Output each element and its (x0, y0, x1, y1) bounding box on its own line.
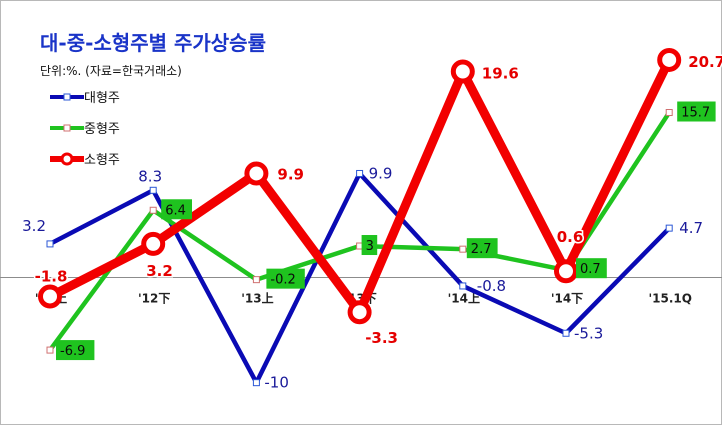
chart-title: 대-중-소형주별 주가상승률 (40, 31, 266, 55)
legend-marker (63, 124, 71, 132)
data-label-large-cap: -0.8 (477, 277, 506, 295)
data-label-box-mid-cap (266, 268, 305, 289)
point-marker-mid-cap (665, 109, 673, 117)
legend-label: 대형주 (84, 91, 120, 106)
data-label-box-mid-cap (361, 235, 378, 256)
point-marker-small-cap (554, 259, 578, 284)
data-label-mid-cap: 6.4 (165, 203, 186, 218)
data-label-mid-cap: 0.7 (580, 262, 601, 277)
data-label-box-mid-cap (466, 238, 498, 259)
point-marker-mid-cap (149, 206, 157, 214)
legend-marker (60, 152, 74, 166)
data-label-large-cap: 3.2 (22, 217, 46, 235)
data-label-box-mid-cap (161, 199, 192, 220)
point-marker-mid-cap (252, 276, 260, 284)
data-label-small-cap: 0.6 (557, 228, 584, 246)
point-marker-mid-cap (459, 245, 467, 253)
point-marker-large-cap (46, 240, 54, 248)
data-label-small-cap: 3.2 (146, 262, 173, 280)
data-label-large-cap: 9.9 (369, 164, 393, 182)
x-tick-label: '14下 (551, 292, 583, 306)
data-label-large-cap: -5.3 (574, 324, 603, 342)
legend-label: 중형주 (84, 122, 120, 137)
data-label-mid-cap: 2.7 (471, 242, 492, 257)
data-label-box-mid-cap (56, 340, 95, 361)
point-marker-small-cap (244, 161, 269, 186)
point-marker-large-cap (252, 379, 260, 387)
x-tick-label: '13上 (241, 291, 273, 306)
point-marker-small-cap (38, 284, 62, 309)
data-label-box-mid-cap (576, 258, 607, 279)
data-label-small-cap: 9.9 (277, 165, 304, 183)
data-label-mid-cap: -0.2 (270, 273, 295, 288)
point-marker-large-cap (459, 282, 467, 290)
chart-subtitle: 단위:%. (자료=한국거래소) (40, 64, 182, 78)
data-labels: 3.2 8.3 -10 9.9 -0.8 -5.3 4.7 -6.9 6.4 -0.2 3 2.7 0.… (22, 51, 722, 392)
x-tick-label: '12下 (138, 292, 170, 306)
data-label-mid-cap: 15.7 (681, 106, 710, 121)
data-label-large-cap: 8.3 (138, 167, 162, 185)
data-label-mid-cap: -6.9 (60, 344, 85, 359)
data-label-small-cap: 19.6 (482, 65, 519, 83)
x-tick-label: '14上 (448, 291, 480, 306)
point-marker-large-cap (562, 329, 570, 337)
data-label-box-mid-cap (677, 101, 716, 122)
series-layer (38, 47, 682, 387)
data-label-small-cap: -1.8 (35, 267, 68, 285)
legend-label: 소형주 (84, 153, 120, 168)
data-label-large-cap: 4.7 (679, 219, 703, 237)
data-label-small-cap: 20.7 (688, 53, 722, 71)
point-marker-small-cap (141, 231, 166, 256)
point-marker-mid-cap (46, 346, 54, 354)
point-marker-small-cap (347, 300, 372, 325)
data-label-mid-cap: 3 (366, 239, 374, 254)
point-marker-large-cap (665, 224, 673, 232)
point-marker-large-cap (149, 186, 157, 194)
data-label-small-cap: -3.3 (365, 329, 398, 347)
point-marker-small-cap (450, 59, 475, 84)
x-tick-label: '15.1Q (648, 292, 691, 306)
data-label-large-cap: -10 (264, 374, 289, 392)
legend-marker (63, 93, 71, 101)
point-marker-small-cap (657, 47, 682, 72)
point-marker-large-cap (356, 169, 364, 177)
